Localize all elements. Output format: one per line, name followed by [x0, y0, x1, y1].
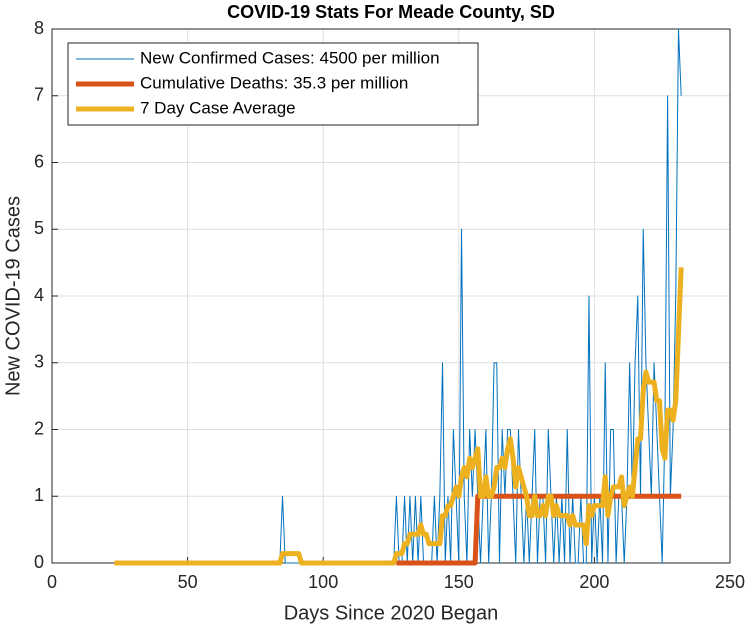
legend-label: 7 Day Case Average	[140, 98, 296, 117]
y-tick-label: 7	[34, 85, 44, 105]
x-tick-label: 0	[47, 572, 57, 592]
x-tick-label: 50	[178, 572, 198, 592]
x-tick-label: 100	[308, 572, 338, 592]
x-tick-label: 250	[715, 572, 745, 592]
y-tick-label: 8	[34, 18, 44, 38]
y-tick-label: 1	[34, 485, 44, 505]
legend-box	[67, 42, 479, 126]
y-tick-label: 3	[34, 352, 44, 372]
y-tick-label: 4	[34, 285, 44, 305]
x-tick-label: 150	[444, 572, 474, 592]
chart-title: COVID-19 Stats For Meade County, SD	[227, 2, 555, 22]
x-axis-label: Days Since 2020 Began	[284, 602, 499, 624]
y-axis-label: New COVID-19 Cases	[2, 196, 24, 396]
x-tick-label: 200	[579, 572, 609, 592]
legend-label: Cumulative Deaths: 35.3 per million	[140, 73, 408, 92]
series-line	[114, 267, 684, 566]
y-tick-label: 5	[34, 218, 44, 238]
y-tick-label: 0	[34, 552, 44, 572]
legend-label: New Confirmed Cases: 4500 per million	[140, 48, 440, 67]
y-tick-label: 2	[34, 418, 44, 438]
y-tick-label: 6	[34, 151, 44, 171]
